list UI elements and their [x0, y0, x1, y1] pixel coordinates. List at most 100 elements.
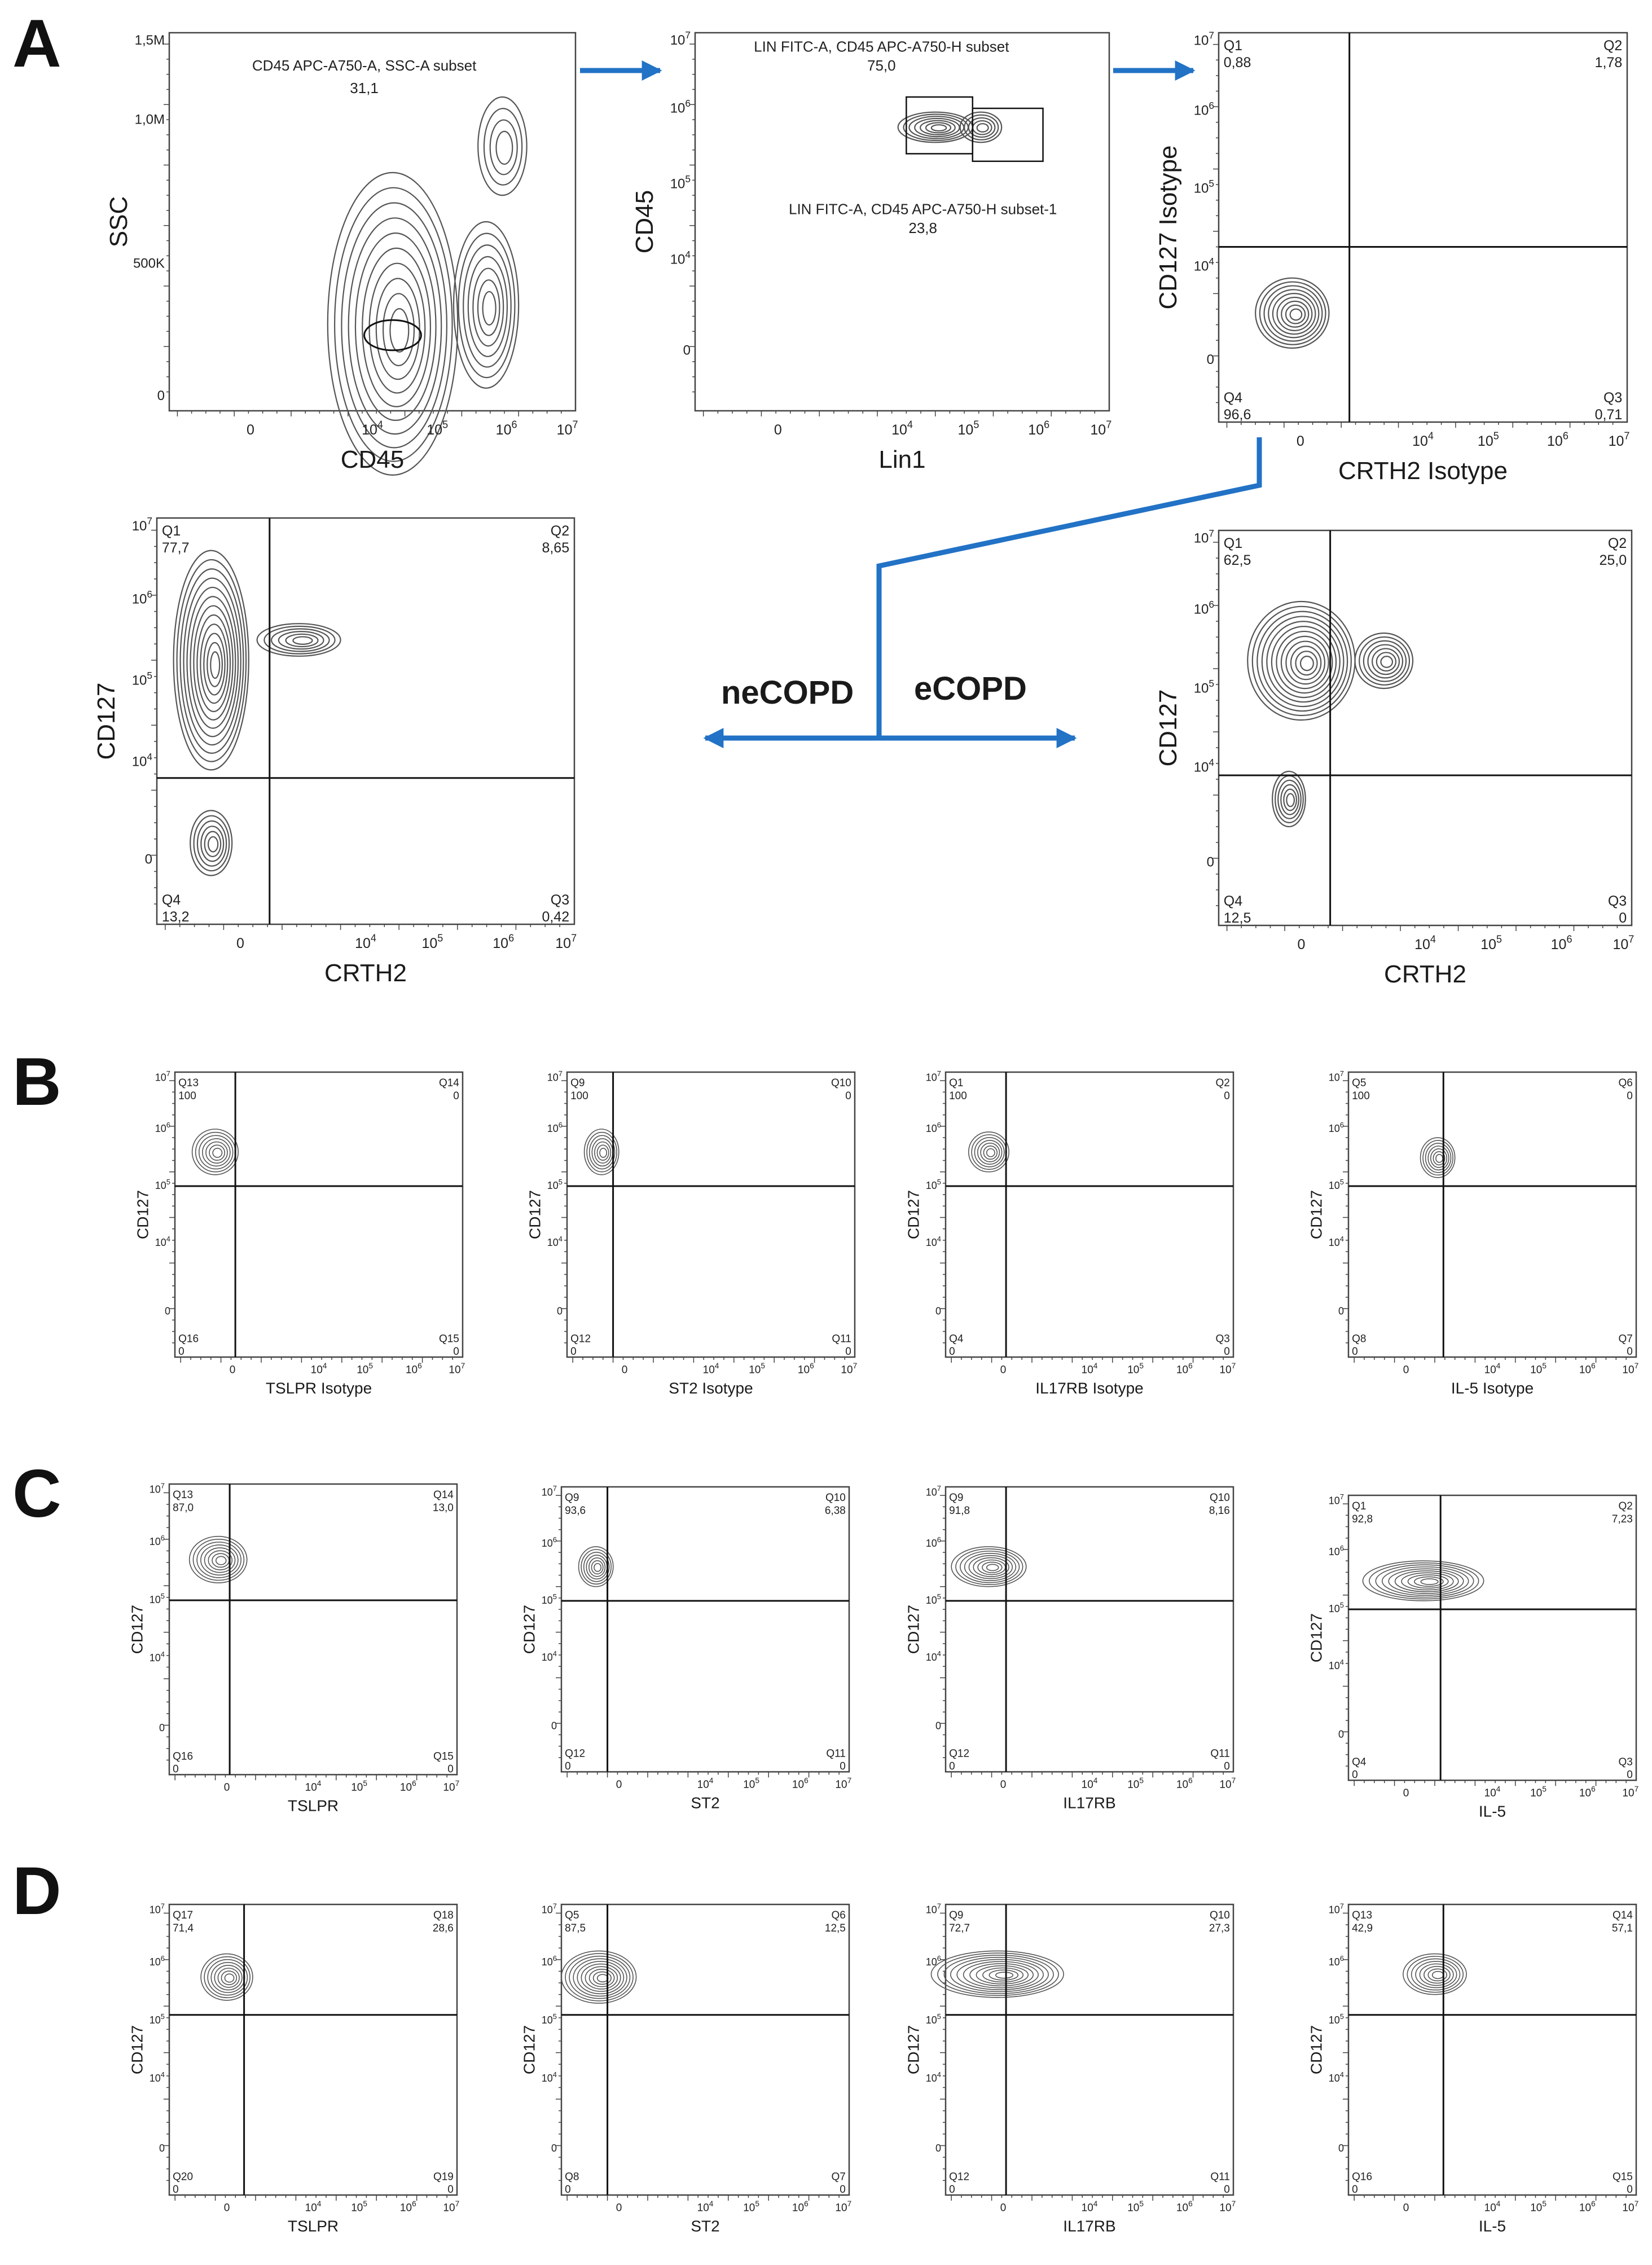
quadrant-lower-left-value: 0 [1352, 1769, 1358, 1781]
x-tick-label: 107 [443, 1779, 459, 1794]
y-axis-label: CD127 [1307, 1190, 1325, 1239]
y-tick-label: 0 [1338, 1305, 1344, 1316]
quadrant-lower-right-name: Q7 [832, 2171, 846, 2183]
plot-frame [168, 1903, 458, 2196]
contour-line [1290, 646, 1322, 681]
y-tick-label: 105 [1329, 1178, 1344, 1191]
contour-line [179, 568, 244, 754]
contour-line [1372, 648, 1400, 675]
gate-rectangle [972, 107, 1044, 163]
contour-population [578, 1546, 614, 1587]
y-tick-label: 106 [132, 589, 152, 607]
contour-line [986, 1148, 995, 1157]
y-tick-label: 105 [150, 1592, 165, 1605]
quadrant-lower-right-name: Q3 [1619, 1756, 1633, 1768]
contour-line [389, 308, 410, 353]
y-tick-label: 107 [926, 1069, 941, 1083]
contour-population [188, 1535, 248, 1583]
contour-line [983, 1145, 998, 1160]
contour-population [1272, 770, 1306, 828]
panel-letter-a: A [12, 6, 61, 81]
contour-line [956, 1959, 1044, 1990]
y-tick-label: 106 [670, 98, 691, 116]
quadrant-lower-left-name: Q12 [949, 1748, 969, 1759]
quadrant-upper-right-name: Q2 [1608, 535, 1627, 551]
contour-line [1427, 1145, 1449, 1171]
x-tick-label: 105 [958, 419, 979, 438]
x-tick-label: 105 [357, 1362, 373, 1376]
x-tick-label: 0 [236, 936, 244, 951]
y-tick-label: 105 [132, 670, 152, 688]
contour-line [1415, 1961, 1457, 1989]
x-tick-label: 107 [835, 1776, 851, 1791]
y-tick-label: 107 [926, 1484, 941, 1498]
x-tick-label: 0 [1403, 2202, 1409, 2214]
quadrant-upper-right-name: Q10 [1210, 1492, 1230, 1504]
plot-frame [1347, 1903, 1637, 2196]
y-tick-label: 104 [542, 2070, 557, 2084]
plot-frame [168, 32, 577, 412]
quadrant-upper-left-name: Q5 [565, 1910, 579, 1921]
quadrant-upper-right-value: 0 [1224, 1090, 1230, 1102]
y-tick-label: 106 [1329, 1544, 1344, 1557]
x-tick-label: 105 [1530, 1362, 1546, 1376]
y-tick-label: 105 [1329, 1601, 1344, 1614]
contour-line [1362, 1560, 1484, 1601]
contour-line [1414, 1576, 1444, 1587]
contour-line [1376, 652, 1397, 672]
x-tick-label: 104 [355, 933, 376, 951]
contour-line [1381, 1566, 1469, 1596]
contour-line [209, 1144, 226, 1161]
quadrant-upper-left-value: 72,7 [949, 1922, 970, 1934]
quadrant-upper-right-name: Q10 [1210, 1910, 1230, 1921]
y-tick-label: 106 [1329, 1121, 1344, 1134]
contour-line [1359, 636, 1411, 686]
y-tick-label: 107 [670, 29, 691, 48]
x-axis-label: IL-5 [1479, 2217, 1506, 2235]
contour-population [477, 96, 528, 196]
x-axis-label: Lin1 [878, 446, 925, 473]
contour-line [1363, 640, 1407, 682]
x-tick-label: 107 [835, 2200, 851, 2214]
y-axis-label: SSC [105, 196, 133, 247]
contour-line [1286, 793, 1295, 807]
x-tick-label: 106 [1176, 1362, 1193, 1376]
y-axis-label: CD45 [631, 190, 658, 254]
quadrant-lower-left-name: Q4 [949, 1333, 964, 1345]
quadrant-lower-left-name: Q8 [1352, 1333, 1366, 1345]
quadrant-lower-left-value: 13,2 [162, 909, 190, 925]
quadrant-lower-right-value: 0 [1619, 910, 1627, 926]
contour-line [214, 1965, 243, 1991]
x-tick-label: 0 [616, 1779, 622, 1791]
quadrant-upper-left-name: Q9 [949, 1492, 963, 1504]
contour-line [977, 1140, 1003, 1165]
contour-line [1299, 655, 1314, 671]
contour-line [986, 1564, 999, 1572]
contour-population [173, 550, 249, 771]
contour-population [327, 172, 459, 476]
x-tick-label: 0 [1000, 1779, 1007, 1791]
y-tick-label: 0 [683, 343, 691, 358]
quadrant-lower-left-value: 0 [173, 2184, 179, 2196]
contour-line [964, 114, 999, 141]
contour-line [1255, 277, 1330, 349]
x-tick-label: 0 [1000, 2202, 1007, 2214]
y-tick-label: 107 [132, 515, 152, 534]
x-tick-label: 0 [774, 422, 782, 438]
contour-line [183, 577, 241, 746]
plot-frame [1347, 1494, 1637, 1781]
quadrant-upper-right-name: Q14 [433, 1489, 454, 1501]
y-tick-label: 0 [1207, 352, 1214, 367]
ecopd-label: eCOPD [914, 670, 1027, 707]
x-tick-label: 104 [305, 1779, 322, 1794]
x-tick-label: 106 [1547, 431, 1568, 449]
contour-line [327, 172, 459, 476]
y-tick-label: 105 [926, 2012, 941, 2026]
quadrant-upper-right-name: Q14 [439, 1077, 459, 1089]
quadrant-upper-right-name: Q6 [1619, 1077, 1633, 1089]
quadrant-lower-right-name: Q15 [433, 1750, 454, 1762]
contour-line [995, 1972, 1014, 1979]
